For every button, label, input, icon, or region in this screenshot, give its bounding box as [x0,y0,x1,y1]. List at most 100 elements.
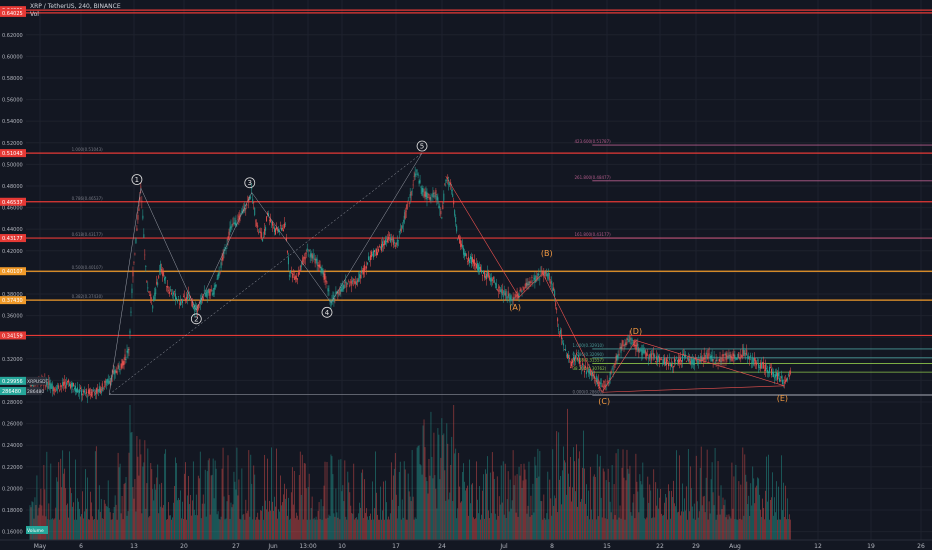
volume-bar [252,519,254,540]
volume-bar [236,447,238,540]
volume-bar [110,519,112,540]
volume-bar [665,494,666,540]
volume-bar [86,508,87,540]
volume-bar [397,506,399,540]
volume-bar [782,482,784,540]
volume-bar [417,445,419,540]
volume-bar [271,447,272,540]
volume-bar [482,490,483,540]
volume-bar [490,513,492,540]
candle-body [476,263,477,269]
candle-body [716,359,718,362]
volume-bar [355,518,357,540]
candle-body [333,294,335,302]
candle-body [490,277,492,282]
volume-bar [215,468,217,540]
volume-bar [362,469,364,540]
candle-body [462,245,464,248]
candle-body [166,285,168,287]
candle-body [636,342,638,347]
candle-body [482,270,484,274]
candle-body [765,364,767,371]
candle-body [701,357,703,361]
wave-label-circle [244,177,256,189]
candle-body [86,396,88,398]
candle-body [297,272,299,277]
volume-bar [734,519,736,540]
volume-bar [530,495,532,540]
volume-bar [147,448,149,540]
candle-body [680,360,682,363]
time-tick-label: 29 [692,543,700,550]
volume-bar [504,463,506,540]
volume-bar [211,474,213,540]
volume-bar [690,488,692,540]
volume-bar [280,475,281,540]
volume-bar [89,519,90,540]
candle-body [252,198,254,203]
candle-body [622,340,624,345]
candle-body [507,291,509,297]
volume-bar [593,474,595,540]
candle-body [185,296,187,301]
volume-bar [294,518,296,540]
candle-body [450,182,452,185]
candle-body [665,361,667,366]
volume-bar [374,508,375,540]
volume-bar [151,469,153,540]
candle-body [71,382,73,388]
volume-bar [502,461,504,540]
candle-body [191,299,193,307]
candle-body [219,272,221,273]
volume-bar [477,499,478,540]
candle-body [768,372,769,374]
volume-bar [390,462,392,540]
candle-body [91,393,93,395]
volume-bar [307,487,309,540]
volume-bar [577,506,578,540]
candle-body [159,269,161,271]
volume-bar [597,516,599,540]
candle-body [376,249,377,256]
candle-body [678,359,680,363]
volume-bar [148,517,150,540]
candle-body [673,366,674,368]
volume-bar [335,488,337,540]
candle-body [370,255,372,261]
volume-bar [535,465,537,540]
candle-body [624,343,626,346]
candle-body [203,290,205,292]
volume-bar [715,519,717,540]
candle-body [413,176,415,177]
volume-bar [511,500,513,540]
candle-body [586,367,588,369]
candle-body [105,380,107,386]
volume-bar [80,516,81,540]
volume-bar [62,450,64,540]
volume-bar [558,432,560,540]
volume-bar [401,499,403,540]
candle-body [213,288,215,295]
volume-bar [338,459,340,540]
volume-bar [407,473,409,540]
price-tag-label: 0.37430 [2,298,23,304]
candle-body [262,238,264,242]
volume-bar [299,451,301,540]
candle-body [678,358,679,364]
candle-body [742,349,744,358]
volume-bar [48,503,50,540]
candle-body [165,276,167,279]
candle-body [594,380,596,382]
volume-bar [545,519,547,540]
candle-body [229,227,231,232]
volume-bar [257,512,259,540]
candle-body [564,349,566,351]
candle-body [656,356,658,360]
candle-body [104,380,106,383]
volume-bar [32,502,34,540]
candle-body [382,244,384,246]
volume-bar [392,475,394,540]
volume-bar [384,519,385,540]
volume-bar [153,500,155,540]
